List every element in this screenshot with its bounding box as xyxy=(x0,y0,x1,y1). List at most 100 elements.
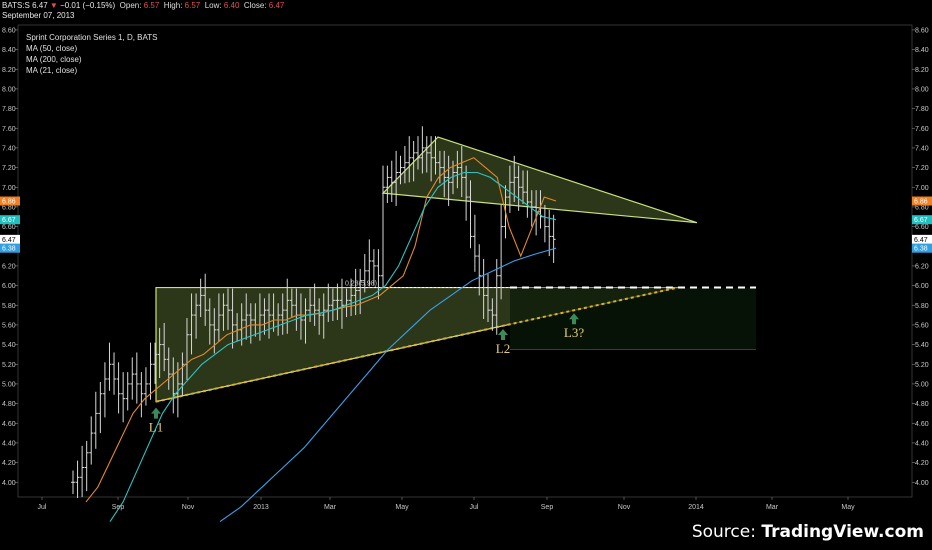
study-ma200[interactable]: MA (200, close) xyxy=(26,55,82,64)
price-tag xyxy=(912,234,932,244)
annotations: L1 L2 L3? xyxy=(149,313,584,435)
annotation-label: L3? xyxy=(564,325,584,340)
x-tick-label: Mar xyxy=(766,504,779,511)
price-change: −0.01 (−0.15%) xyxy=(60,1,116,10)
x-tick-label: Jul xyxy=(470,504,479,511)
price-tag-label: 6.38 xyxy=(914,246,928,253)
axes: 8.60 8.60 8.40 8.40 8.20 8.20 8.00 8.00 7.80 7.80… xyxy=(0,27,932,511)
study-ma50[interactable]: MA (50, close) xyxy=(26,44,78,53)
support-line xyxy=(155,286,679,403)
y-tick-label-left: 7.80 xyxy=(2,106,16,113)
y-tick-label-left: 5.20 xyxy=(2,362,16,369)
price-tag xyxy=(912,196,932,206)
y-tick-label-right: 4.80 xyxy=(915,401,929,408)
x-tick-label: 2014 xyxy=(688,504,704,511)
high-value: 6.57 xyxy=(184,1,201,10)
up-arrow-icon xyxy=(498,328,508,340)
annotation-label: L1 xyxy=(149,420,163,435)
y-tick-label-left: 7.60 xyxy=(2,126,16,133)
y-tick-label-left: 5.00 xyxy=(2,381,16,388)
price-tag-label: 6.67 xyxy=(914,217,928,224)
y-tick-label-left: 8.00 xyxy=(2,86,16,93)
low-value: 6.40 xyxy=(223,1,240,10)
y-tick-label-left: 4.20 xyxy=(2,460,16,467)
x-tick-label: Mar xyxy=(324,504,337,511)
y-tick-label-left: 8.60 xyxy=(2,27,16,34)
y-tick-label-right: 8.00 xyxy=(915,86,929,93)
fib-level-label: 0.23(5.98) xyxy=(345,281,377,288)
y-tick-label-left: 8.40 xyxy=(2,47,16,54)
close-value: 6.47 xyxy=(268,1,285,10)
y-tick-label-left: 6.00 xyxy=(2,283,16,290)
open-value: 6.57 xyxy=(143,1,160,10)
x-tick-label: Sep xyxy=(112,504,125,511)
change-down-icon: ▼ xyxy=(49,1,58,10)
y-tick-label-right: 6.60 xyxy=(915,224,929,231)
y-tick-label-left: 6.20 xyxy=(2,263,16,270)
ohlc-bars xyxy=(71,126,556,498)
y-tick-label-right: 4.40 xyxy=(915,440,929,447)
y-tick-label-left: 7.00 xyxy=(2,185,16,192)
y-tick-label-left: 8.20 xyxy=(2,67,16,74)
y-tick-label-right: 5.40 xyxy=(915,342,929,349)
y-tick-label-right: 6.20 xyxy=(915,263,929,270)
y-tick-label-right: 7.40 xyxy=(915,145,929,152)
y-tick-label-right: 4.20 xyxy=(915,460,929,467)
price-tag-label: 6.47 xyxy=(914,237,928,244)
price-tag-label: 6.38 xyxy=(2,246,16,253)
moving-averages xyxy=(85,157,557,523)
price-tag xyxy=(912,215,932,225)
y-tick-label-right: 8.60 xyxy=(915,27,929,34)
price-tag xyxy=(0,196,20,206)
y-tick-label-right: 5.20 xyxy=(915,362,929,369)
price-tag xyxy=(912,243,932,253)
chart-frame xyxy=(17,24,913,498)
x-tick-label: May xyxy=(841,504,855,511)
up-arrow-icon xyxy=(569,313,579,325)
y-tick-label-left: 4.40 xyxy=(2,440,16,447)
open-label: Open: xyxy=(119,1,142,10)
y-tick-label-left: 4.80 xyxy=(2,401,16,408)
price-tag-label: 6.86 xyxy=(914,199,928,206)
x-tick-label: Sep xyxy=(541,504,554,511)
price-tag-label: 6.47 xyxy=(2,237,16,244)
y-tick-label-right: 6.80 xyxy=(915,204,929,211)
y-tick-label-right: 4.60 xyxy=(915,421,929,428)
high-label: High: xyxy=(163,1,183,10)
x-tick-label: May xyxy=(395,504,409,511)
close-label: Close: xyxy=(243,1,267,10)
x-tick-label: 2013 xyxy=(253,504,269,511)
source-brand: TradingView.com xyxy=(761,522,924,542)
y-tick-label-left: 7.20 xyxy=(2,165,16,172)
x-tick-label: Nov xyxy=(182,504,195,511)
price-tag-label: 6.86 xyxy=(2,199,16,206)
y-tick-label-right: 8.40 xyxy=(915,47,929,54)
plot-border xyxy=(17,24,913,498)
ma50-line xyxy=(109,171,557,522)
symbol-label: BATS:S xyxy=(2,1,30,10)
y-tick-label-left: 4.00 xyxy=(2,480,16,487)
y-tick-label-right: 7.60 xyxy=(915,126,929,133)
price-tag xyxy=(0,243,20,253)
annotation-label: L2 xyxy=(496,341,510,356)
y-tick-label-left: 5.40 xyxy=(2,342,16,349)
x-tick-label: Jul xyxy=(38,504,47,511)
study-ma21[interactable]: MA (21, close) xyxy=(26,66,78,75)
y-tick-label-left: 4.60 xyxy=(2,421,16,428)
y-tick-label-left: 5.60 xyxy=(2,322,16,329)
study-title[interactable]: Sprint Corporation Series 1, D, BATS xyxy=(26,33,158,42)
source-credit: Source: TradingView.com xyxy=(692,522,924,542)
low-label: Low: xyxy=(204,1,222,10)
price-tag-label: 6.67 xyxy=(2,217,16,224)
drawing-shapes: 0.23(5.98) xyxy=(155,136,756,403)
price-tag xyxy=(0,234,20,244)
x-tick-label: Nov xyxy=(618,504,631,511)
y-tick-label-right: 5.80 xyxy=(915,303,929,310)
price-tag xyxy=(0,215,20,225)
y-tick-label-right: 5.00 xyxy=(915,381,929,388)
source-prefix: Source: xyxy=(691,522,762,542)
y-tick-label-right: 7.20 xyxy=(915,165,929,172)
y-tick-label-left: 7.40 xyxy=(2,145,16,152)
last-price: 6.47 xyxy=(32,1,48,10)
